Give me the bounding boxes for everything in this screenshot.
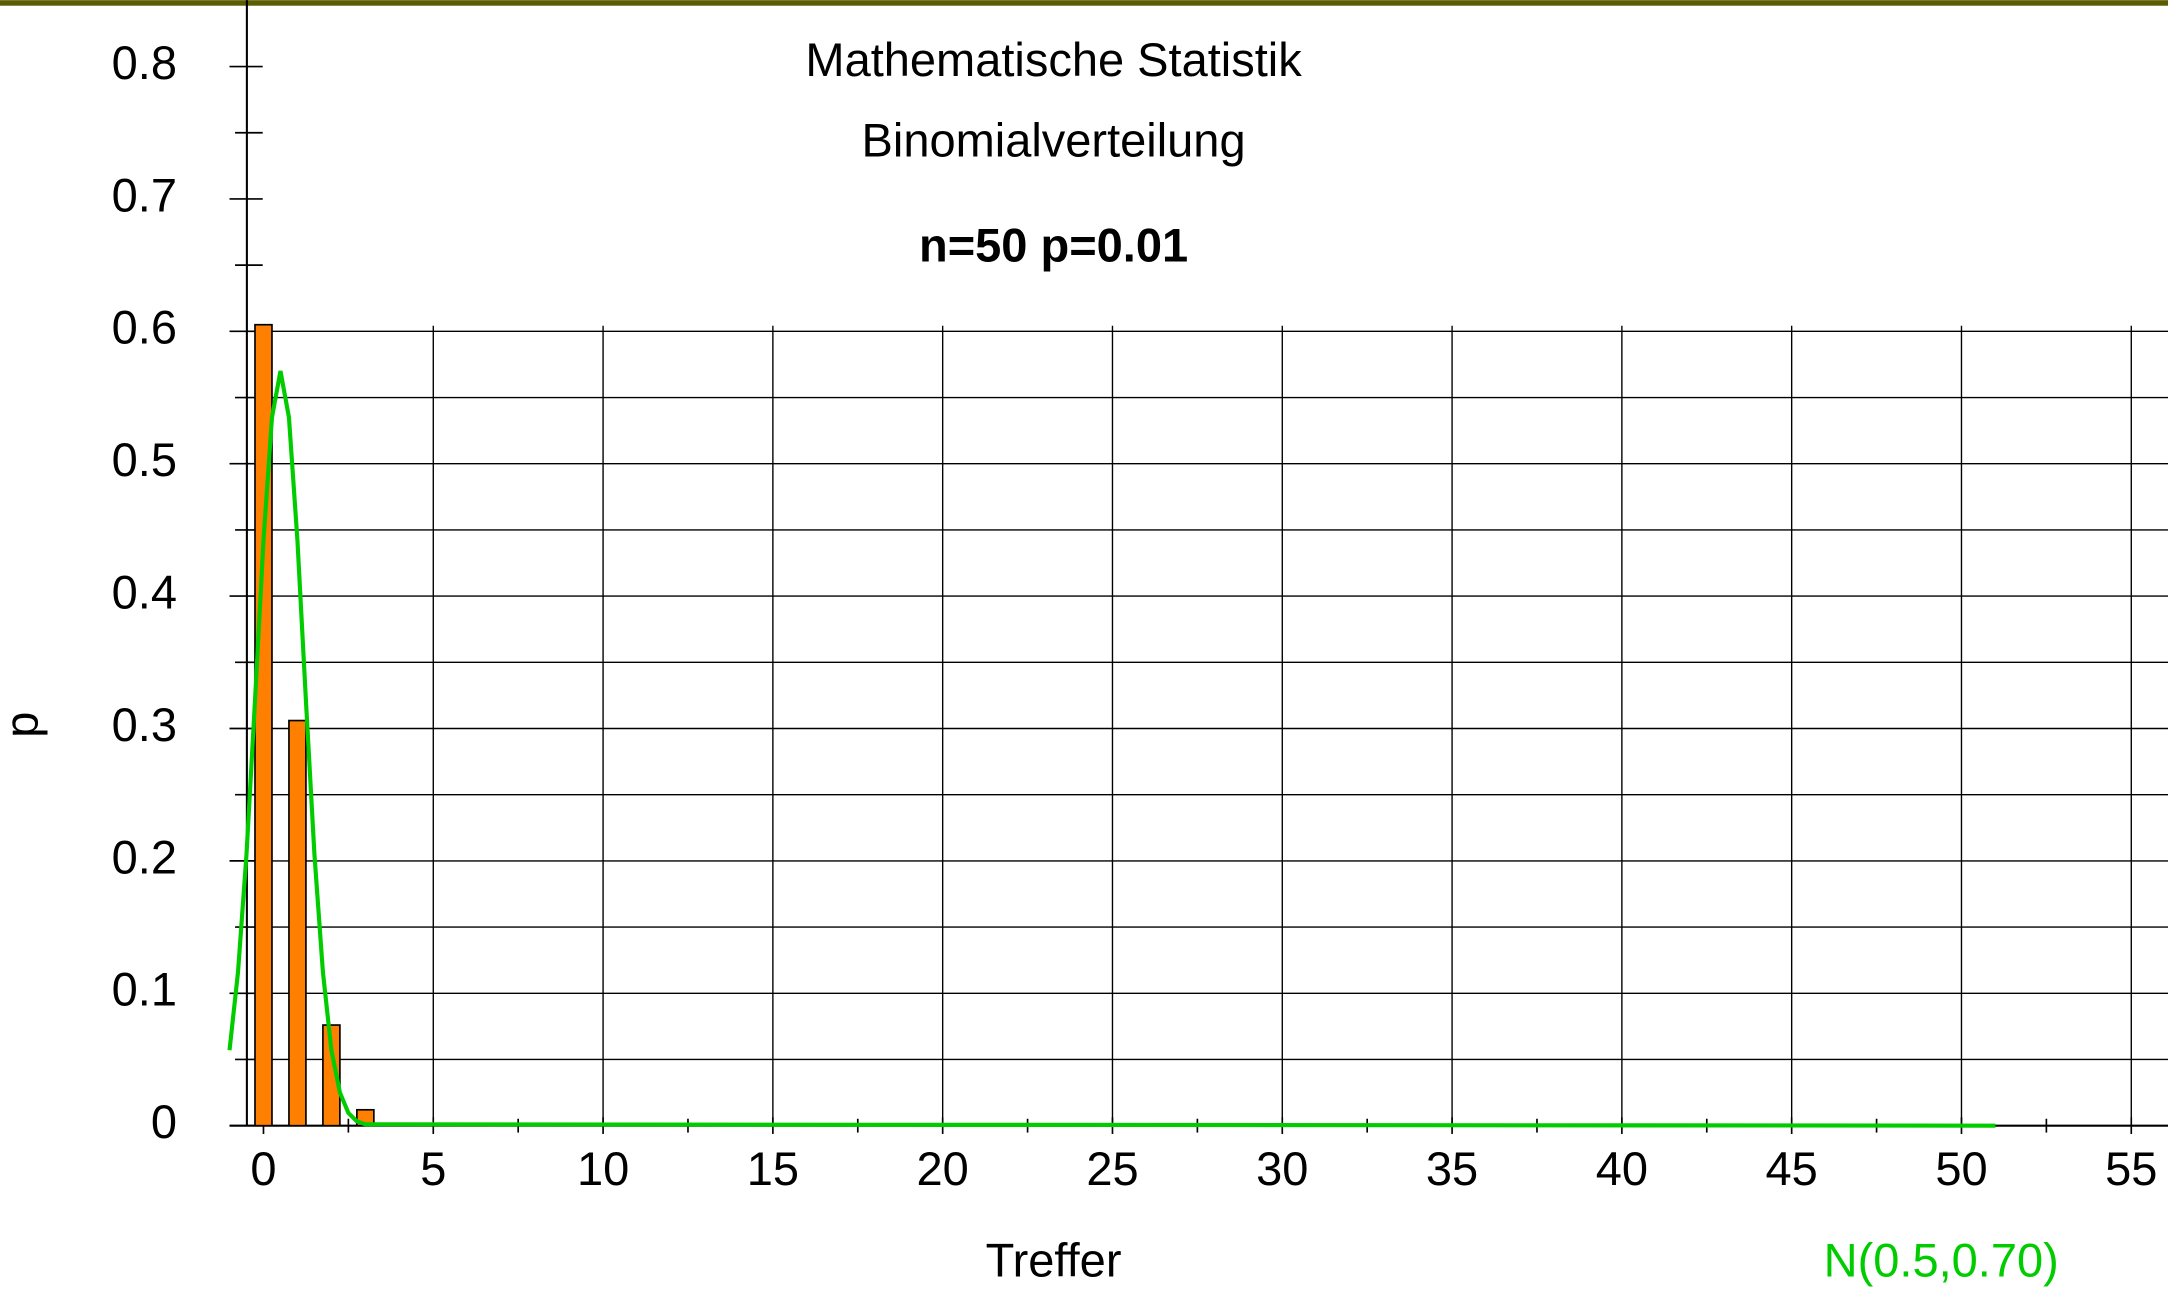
x-tick-label: 30 xyxy=(1256,1142,1308,1195)
y-tick-label: 0.5 xyxy=(112,433,177,486)
y-tick-label: 0.6 xyxy=(112,301,177,354)
x-tick-label: 0 xyxy=(250,1142,276,1195)
y-tick-label: 0.8 xyxy=(112,36,177,89)
annotation: n=50 p=0.01 xyxy=(919,218,1188,271)
x-axis-label: Treffer xyxy=(986,1233,1122,1286)
x-tick-label: 45 xyxy=(1766,1142,1818,1195)
x-tick-label: 10 xyxy=(577,1142,629,1195)
bar xyxy=(288,719,307,1127)
top-border xyxy=(0,0,2168,6)
legend-entry: N(0.5,0.70) xyxy=(1824,1233,2059,1286)
x-tick-label: 40 xyxy=(1596,1142,1648,1195)
y-tick-label: 0.7 xyxy=(112,168,177,221)
bar xyxy=(322,1024,341,1127)
x-tick-label: 20 xyxy=(917,1142,969,1195)
normal-curve xyxy=(227,370,1996,1128)
y-tick-label: 0 xyxy=(151,1095,177,1148)
chart-subtitle: Binomialverteilung xyxy=(862,113,1246,166)
y-tick-label: 0.3 xyxy=(112,698,177,751)
y-tick-label: 0.1 xyxy=(112,963,177,1016)
x-tick-label: 55 xyxy=(2105,1142,2157,1195)
x-tick-label: 15 xyxy=(747,1142,799,1195)
x-tick-label: 35 xyxy=(1426,1142,1478,1195)
y-tick-label: 0.2 xyxy=(112,830,177,883)
x-tick-label: 25 xyxy=(1086,1142,1138,1195)
x-tick-label: 5 xyxy=(420,1142,446,1195)
y-tick-label: 0.4 xyxy=(112,566,177,619)
chart-title: Mathematische Statistik xyxy=(805,33,1302,86)
x-tick-label: 50 xyxy=(1935,1142,1987,1195)
y-axis-label: p xyxy=(0,712,47,738)
